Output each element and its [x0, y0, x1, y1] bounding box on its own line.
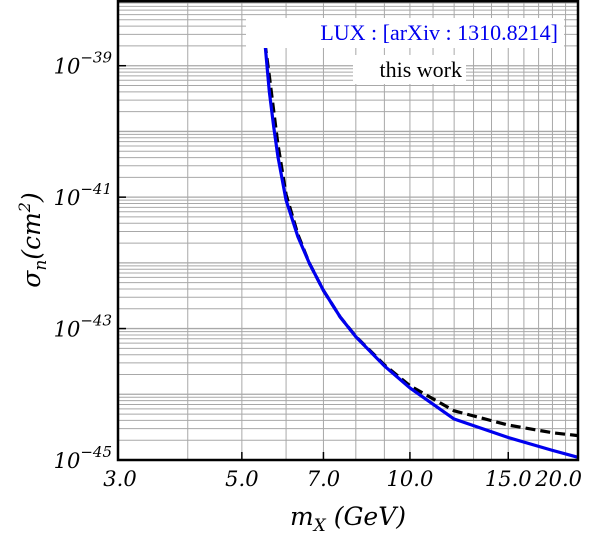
legend-background-lux [246, 18, 564, 48]
y-tick-label: 10−45 [54, 443, 112, 473]
y-tick-label: 10−43 [54, 312, 112, 342]
x-tick-label: 7.0 [307, 467, 340, 491]
x-tick-label: 20.0 [534, 467, 582, 491]
ticks: 3.0 5.0 7.0 10.0 15.0 20.0 10−45 10−43 10−41 10−3… [54, 49, 582, 491]
plot-frame [116, 0, 580, 462]
y-tick-label: 10−41 [54, 180, 112, 210]
grid [117, 0, 579, 461]
y-axis-title: σn(cm2) [15, 192, 51, 287]
legend-entry-lux: LUX : [arXiv : 1310.8214] [320, 20, 558, 45]
series-layer [263, 42, 579, 459]
x-tick-label: 15.0 [485, 467, 532, 491]
series-line-this-work [263, 42, 579, 438]
y-tick-label: 10−39 [54, 49, 113, 79]
legend: LUX : [arXiv : 1310.8214] this work [246, 18, 564, 84]
x-tick-label: 10.0 [387, 467, 434, 491]
x-tick-label: 5.0 [225, 467, 258, 491]
x-tick-label: 3.0 [103, 467, 136, 491]
legend-entry-this-work: this work [380, 57, 463, 82]
series-line-lux [263, 43, 579, 459]
legend-background-this-work [353, 55, 466, 84]
x-axis-title: mX (GeV) [290, 502, 406, 536]
